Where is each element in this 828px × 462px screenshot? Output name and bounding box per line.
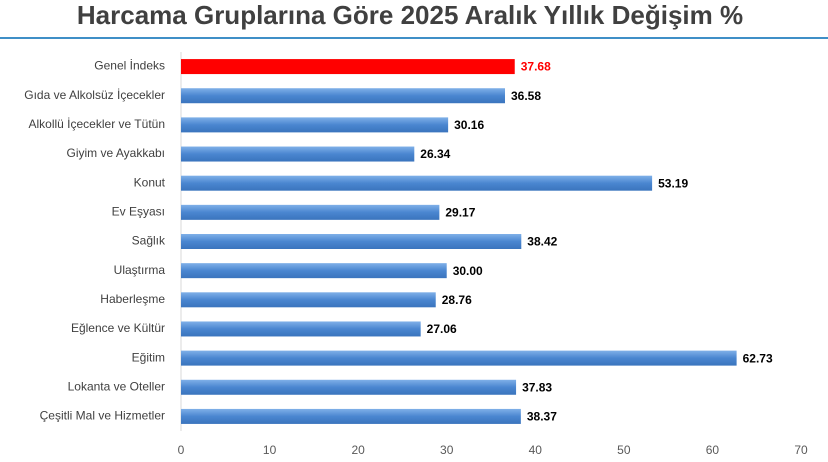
- value-label: 26.34: [420, 147, 450, 161]
- x-tick-label: 30: [440, 443, 454, 457]
- value-label: 38.42: [527, 235, 557, 249]
- x-tick-label: 50: [617, 443, 631, 457]
- y-tick-label: Eğitim: [132, 350, 165, 364]
- value-label: 62.73: [743, 351, 773, 365]
- value-label: 38.37: [527, 410, 557, 424]
- value-label: 30.00: [453, 264, 483, 278]
- x-tick-label: 70: [794, 443, 808, 457]
- x-tick-label: 40: [529, 443, 543, 457]
- chart-title: Harcama Gruplarına Göre 2025 Aralık Yıll…: [77, 0, 743, 30]
- y-tick-label: Lokanta ve Oteller: [68, 379, 165, 393]
- bar: [181, 379, 517, 395]
- value-label: 36.58: [511, 89, 541, 103]
- x-tick-label: 10: [263, 443, 277, 457]
- y-tick-label: Ulaştırma: [114, 263, 166, 277]
- value-label: 27.06: [427, 322, 457, 336]
- value-label: 28.76: [442, 293, 472, 307]
- y-tick-label: Eğlence ve Kültür: [71, 321, 165, 335]
- value-label: 30.16: [454, 118, 484, 132]
- bar: [181, 88, 505, 104]
- x-tick-label: 0: [178, 443, 185, 457]
- y-tick-label: Ev Eşyası: [112, 205, 165, 219]
- y-tick-label: Gıda ve Alkolsüz İçecekler: [24, 88, 165, 102]
- bar: [181, 408, 521, 424]
- bar: [181, 117, 449, 133]
- bar: [181, 321, 421, 337]
- bar: [181, 175, 653, 191]
- y-tick-label: Sağlık: [132, 234, 166, 248]
- bar: [181, 263, 447, 279]
- bar: [181, 234, 522, 249]
- value-label: 53.19: [658, 176, 688, 190]
- bar: [181, 350, 737, 366]
- y-tick-label: Çeşitli Mal ve Hizmetler: [40, 409, 165, 423]
- y-tick-label: Giyim ve Ayakkabı: [67, 146, 165, 160]
- value-label: 37.68: [521, 60, 551, 74]
- value-label: 29.17: [445, 206, 475, 220]
- y-tick-label: Konut: [134, 175, 166, 189]
- bar: [181, 59, 515, 75]
- x-tick-label: 60: [706, 443, 720, 457]
- y-tick-label: Genel İndeks: [94, 59, 165, 73]
- bar: [181, 146, 415, 162]
- bar: [181, 204, 440, 220]
- value-label: 37.83: [522, 380, 552, 394]
- y-tick-label: Haberleşme: [100, 292, 165, 306]
- y-tick-label: Alkollü İçecekler ve Tütün: [28, 117, 165, 131]
- x-tick-label: 20: [351, 443, 365, 457]
- bar: [181, 292, 436, 308]
